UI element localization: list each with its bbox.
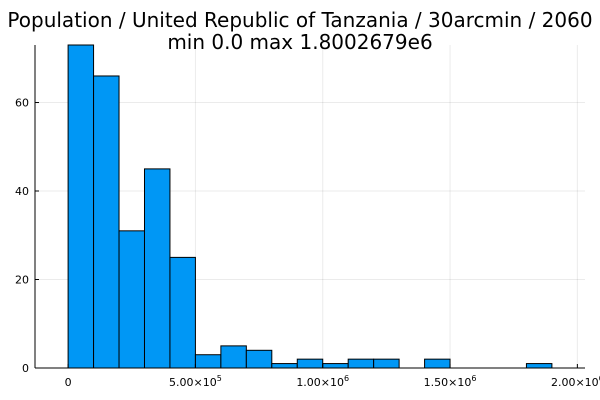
x-tick-label: 1.00×106 <box>296 374 349 389</box>
y-tick-label: 40 <box>15 185 29 198</box>
chart-title: Population / United Republic of Tanzania… <box>7 8 592 32</box>
histogram-bar <box>296 358 324 369</box>
tick-labels: 0 5.00×105 1.00×106 1.50×106 2.00×106 0 20 40 60 <box>15 97 600 389</box>
x-tick-label: 2.00×106 <box>551 374 600 389</box>
histogram-bar <box>194 354 222 369</box>
histogram-bar <box>67 44 95 369</box>
histogram-bar <box>525 363 553 369</box>
x-tick-label: 5.00×105 <box>169 374 222 389</box>
y-tick-label: 60 <box>15 97 29 110</box>
histogram-bar <box>245 349 273 369</box>
x-tick-label: 1.50×106 <box>424 374 477 389</box>
histogram-bar <box>424 358 451 369</box>
histogram-bar <box>118 230 145 369</box>
histogram-bar <box>220 345 247 369</box>
histogram-bar <box>373 358 400 369</box>
histogram-bar <box>322 363 349 369</box>
histogram-bar <box>143 168 171 369</box>
histogram-bars <box>67 44 553 369</box>
histogram-bar <box>271 363 298 369</box>
axes <box>34 45 585 369</box>
chart-subtitle: min 0.0 max 1.8002679e6 <box>167 30 432 54</box>
histogram-bar <box>169 256 196 369</box>
histogram-bar <box>93 75 120 369</box>
histogram-bar <box>347 358 375 369</box>
y-tick-label: 0 <box>22 362 29 375</box>
x-tick-label: 0 <box>65 376 72 389</box>
y-tick-label: 20 <box>15 274 29 287</box>
